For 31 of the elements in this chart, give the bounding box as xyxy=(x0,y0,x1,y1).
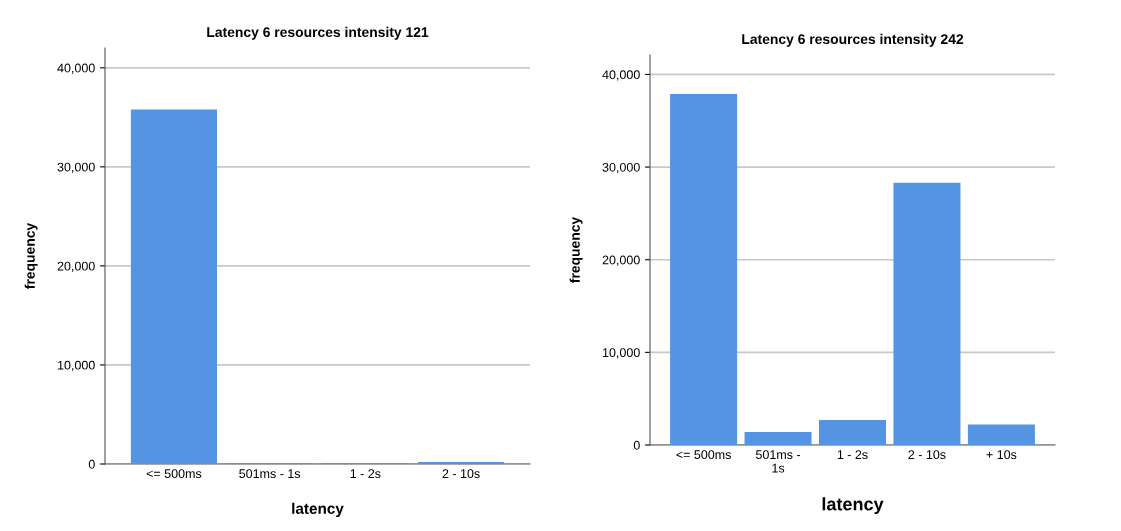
y-tick-label: 20,000 xyxy=(602,255,640,266)
x-axis-title: latency xyxy=(822,497,884,515)
bar xyxy=(670,93,738,445)
chart-title: Latency 6 resources intensity 242 xyxy=(742,33,964,47)
bar xyxy=(893,182,961,445)
y-tick-label: 20,000 xyxy=(57,261,95,273)
bar xyxy=(819,419,886,445)
y-tick-label: 0 xyxy=(633,440,640,450)
y-tick-label: 30,000 xyxy=(57,162,95,173)
x-tick-label: 1 - 2s xyxy=(350,469,381,479)
x-tick-label: 501ms - 1s xyxy=(239,469,301,479)
y-tick-label: 30,000 xyxy=(602,162,640,174)
bar xyxy=(130,109,217,464)
bar xyxy=(967,424,1035,445)
x-tick-label: 2 - 10s xyxy=(908,450,946,460)
y-tick-label: 40,000 xyxy=(57,63,95,74)
x-tick-label: <= 500ms xyxy=(676,450,731,460)
y-tick-label: 0 xyxy=(88,459,95,469)
y-tick-label: 10,000 xyxy=(603,348,640,359)
y-axis-title: frequency xyxy=(24,222,38,289)
y-tick-label: 10,000 xyxy=(58,360,95,372)
x-axis-title: latency xyxy=(292,502,344,517)
x-tick-label: + 10s xyxy=(986,450,1017,460)
y-axis-title: frequency xyxy=(569,216,583,283)
x-tick-label: 1 - 2s xyxy=(837,450,868,460)
y-tick-label: 40,000 xyxy=(602,70,640,81)
x-tick-label: 2 - 10s xyxy=(442,469,480,479)
x-tick-label: 501ms - 1s xyxy=(755,450,801,473)
x-tick-label: <= 500ms xyxy=(146,469,202,479)
chart-title: Latency 6 resources intensity 121 xyxy=(207,26,429,40)
bar xyxy=(744,432,812,445)
